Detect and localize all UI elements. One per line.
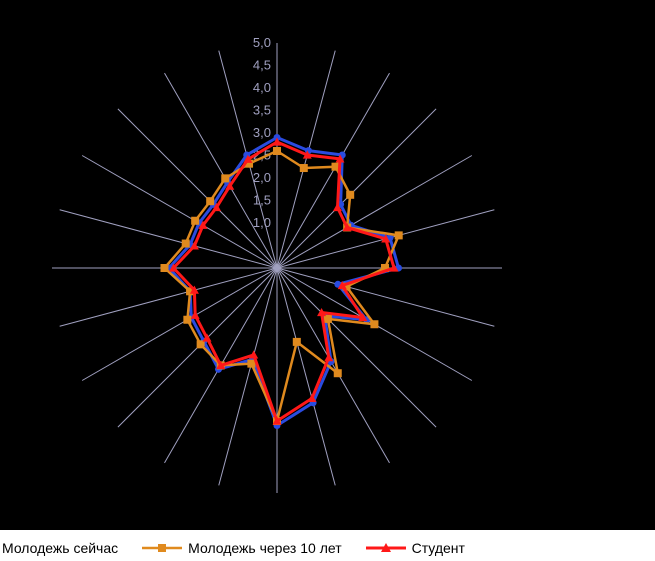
legend-label: Студент xyxy=(412,540,465,556)
legend-label: Молодежь сейчас xyxy=(2,540,118,556)
legend-label: Молодежь через 10 лет xyxy=(188,540,341,556)
svg-text:4,0: 4,0 xyxy=(253,80,271,95)
svg-text:4,5: 4,5 xyxy=(253,58,271,73)
svg-text:1,0: 1,0 xyxy=(253,215,271,230)
svg-text:1,5: 1,5 xyxy=(253,193,271,208)
svg-text:3,5: 3,5 xyxy=(253,103,271,118)
legend-item-0: Молодежь сейчас xyxy=(2,540,118,556)
svg-text:5,0: 5,0 xyxy=(253,35,271,50)
legend-swatch-1 xyxy=(142,541,182,555)
legend-item-1: Молодежь через 10 лет xyxy=(142,540,341,556)
legend: Молодежь сейчас Молодежь через 10 лет Ст… xyxy=(0,536,655,560)
svg-text:3,0: 3,0 xyxy=(253,125,271,140)
radar-chart: 1,01,52,02,53,03,54,04,55,0 xyxy=(0,0,655,561)
svg-text:2,0: 2,0 xyxy=(253,170,271,185)
legend-swatch-2 xyxy=(366,541,406,555)
legend-item-2: Студент xyxy=(366,540,465,556)
